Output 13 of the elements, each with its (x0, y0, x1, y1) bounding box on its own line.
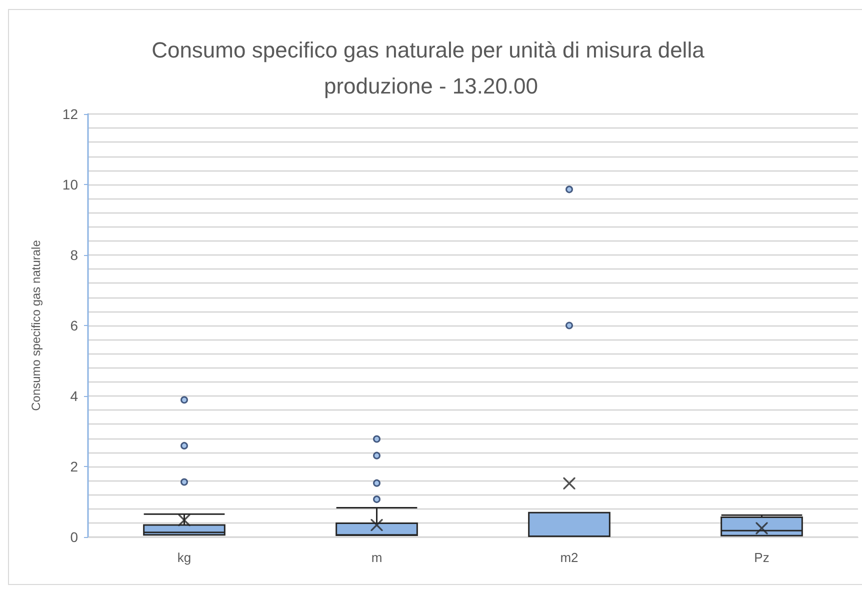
y-tick-label: 6 (70, 318, 78, 334)
y-tick-label: 12 (62, 106, 78, 122)
x-tick-label: m2 (560, 550, 578, 565)
x-tick-label: m (371, 550, 382, 565)
y-tick-label: 8 (70, 247, 78, 263)
y-axis-title: Consumo specifico gas naturale (29, 240, 43, 411)
chart-title: Consumo specifico gas naturale per unità di misura della produzione - 13.20.00 (152, 38, 710, 98)
y-tick-label: 0 (70, 529, 78, 545)
x-tick-label: kg (177, 550, 192, 565)
y-tick-label: 4 (70, 388, 78, 404)
y-tick-label: 10 (62, 176, 78, 192)
x-tick-label: Pz (754, 550, 770, 565)
y-tick-label: 2 (70, 458, 78, 474)
